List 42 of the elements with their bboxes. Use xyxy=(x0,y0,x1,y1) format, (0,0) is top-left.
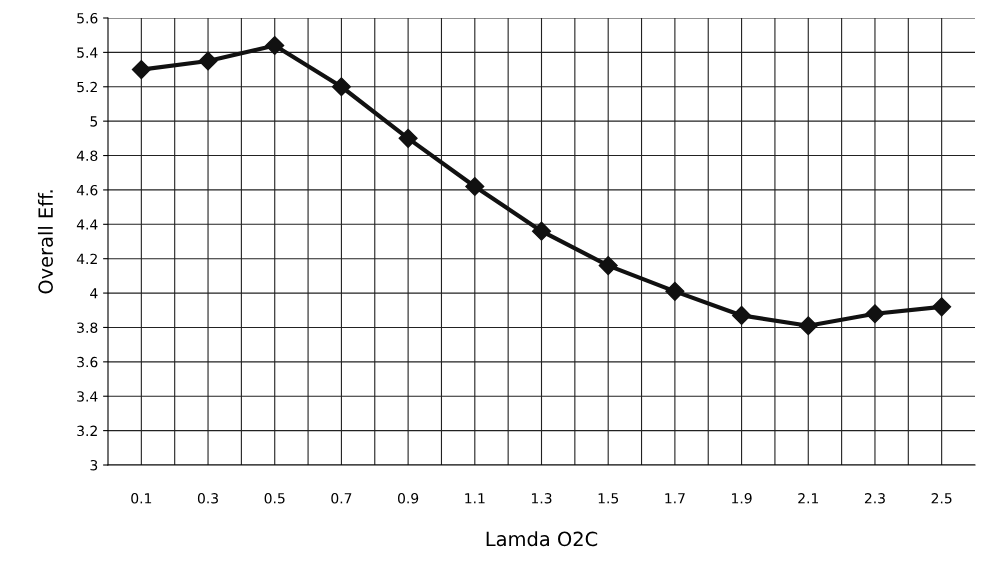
x-tick-label: 0.5 xyxy=(264,493,285,504)
y-tick-label: 4.6 xyxy=(76,184,98,196)
y-tick-label: 5.4 xyxy=(77,47,98,58)
point xyxy=(932,297,952,317)
x-tick-label: 0.9 xyxy=(397,493,419,504)
y-tick-label: 5.2 xyxy=(77,81,97,93)
point xyxy=(798,316,818,336)
point xyxy=(865,304,885,324)
y-tick-label: 4.8 xyxy=(76,150,98,162)
x-tick-label: 2.3 xyxy=(864,493,885,504)
y-tick-label: 4.2 xyxy=(76,253,97,264)
x-tick-label: 0.1 xyxy=(131,493,152,504)
point xyxy=(331,77,351,97)
y-tick-label: 3 xyxy=(90,459,98,471)
y-tick-label: 3.4 xyxy=(77,391,98,402)
point xyxy=(531,221,552,241)
point xyxy=(198,51,218,71)
point xyxy=(398,128,418,148)
x-tick-label: 2.1 xyxy=(798,493,819,504)
y-tick-label: 3.8 xyxy=(77,322,98,333)
y-axis-title: Overall Eff. xyxy=(37,190,53,294)
y-tick-label: 5.6 xyxy=(77,12,98,24)
point xyxy=(598,256,618,276)
point xyxy=(265,35,285,56)
x-tick-label: 1.7 xyxy=(665,493,685,504)
y-tick-label: 4 xyxy=(90,288,98,299)
x-tick-label: 1.3 xyxy=(531,493,552,504)
x-tick-label: 0.3 xyxy=(197,493,218,504)
x-tick-label: 0.7 xyxy=(331,493,352,504)
x-tick-label: 1.1 xyxy=(465,493,485,504)
y-tick-label: 4.4 xyxy=(76,219,98,230)
x-tick-label: 1.5 xyxy=(598,493,619,504)
y-tick-label: 3.2 xyxy=(77,425,97,437)
point xyxy=(732,305,752,325)
y-tick-label: 5 xyxy=(90,116,98,127)
point xyxy=(131,60,151,80)
x-tick-label: 2.5 xyxy=(931,493,952,504)
y-tick-label: 3.6 xyxy=(77,356,98,368)
x-axis-title: Lamda O2C xyxy=(486,531,598,547)
x-tick-label: 1.9 xyxy=(732,493,752,504)
point xyxy=(665,281,685,301)
point xyxy=(465,176,485,197)
